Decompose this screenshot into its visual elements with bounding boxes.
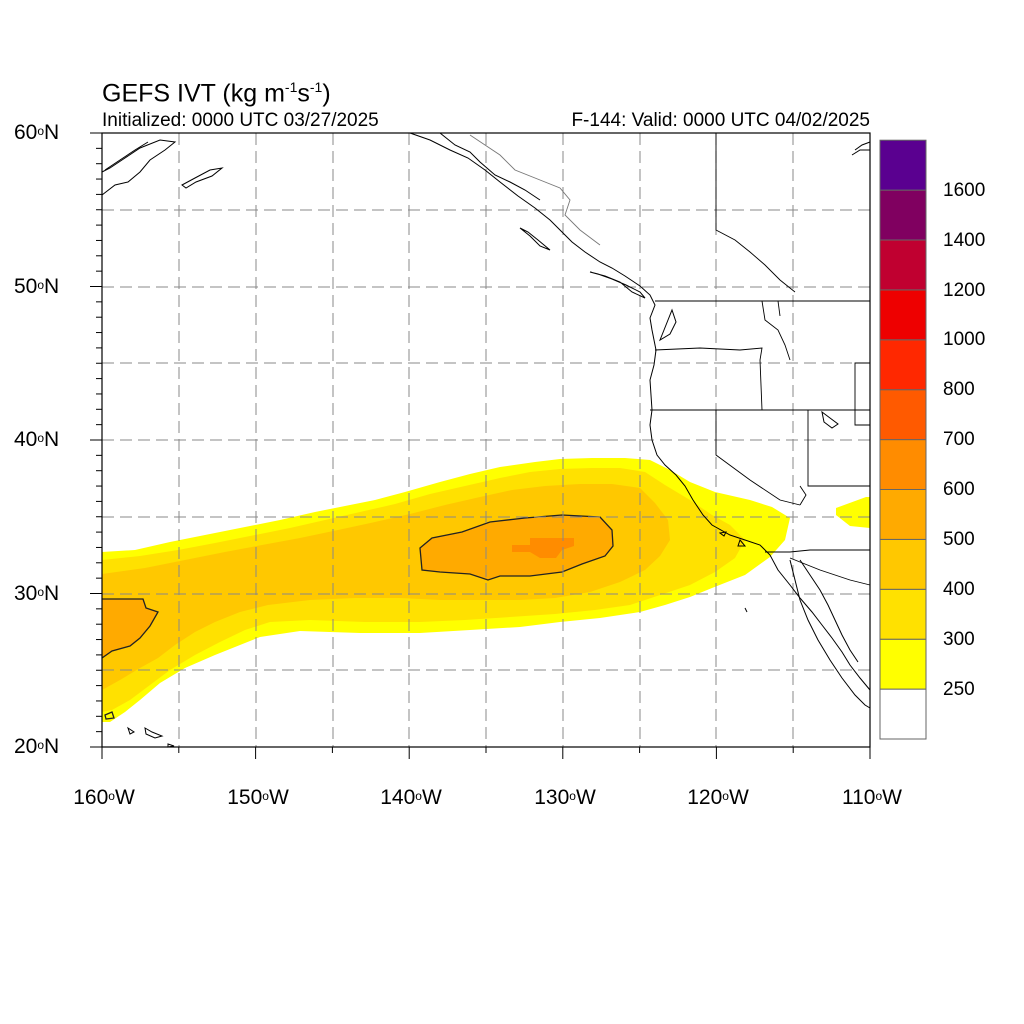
colorbar-label-300: 300 bbox=[943, 629, 975, 650]
colorbar-label-400: 400 bbox=[943, 579, 975, 600]
lat-label-30: 30oN bbox=[14, 582, 60, 605]
colorbar-swatch bbox=[879, 489, 927, 540]
ivt-500-contour bbox=[101, 514, 614, 720]
colorbar-swatch bbox=[879, 289, 927, 341]
colorbar-label-1400: 1400 bbox=[943, 230, 986, 251]
colorbar-label-1000: 1000 bbox=[943, 329, 986, 350]
map-title: GEFS IVT (kg m-1s-1) bbox=[102, 79, 331, 108]
colorbar-label-700: 700 bbox=[943, 429, 975, 450]
colorbar-swatch bbox=[879, 588, 927, 640]
lon-label-160w: 160oW bbox=[73, 786, 135, 809]
lat-label-20: 20oN bbox=[14, 735, 60, 758]
init-time-label: Initialized: 0000 UTC 03/27/2025 bbox=[102, 110, 379, 131]
lon-label-110w: 110oW bbox=[842, 786, 902, 809]
colorbar-label-800: 800 bbox=[943, 379, 975, 400]
colorbar-swatch bbox=[879, 538, 927, 590]
lat-label-50: 50oN bbox=[14, 275, 60, 298]
colorbar-label-600: 600 bbox=[943, 479, 975, 500]
colorbar-swatch bbox=[879, 339, 927, 391]
ivt-600-region bbox=[512, 538, 574, 558]
colorbar-swatch bbox=[879, 189, 927, 241]
colorbar-swatch bbox=[879, 239, 927, 291]
axis-ticks bbox=[90, 132, 871, 759]
lat-label-40: 40oN bbox=[14, 428, 60, 451]
lon-label-130w: 130oW bbox=[534, 786, 596, 809]
colorbar-swatch bbox=[879, 439, 927, 491]
colorbar-swatch bbox=[879, 638, 927, 690]
colorbar-label-500: 500 bbox=[943, 529, 975, 550]
ivt-500-fill-west bbox=[102, 599, 158, 658]
colorbar-swatch bbox=[879, 688, 927, 740]
colorbar-label-1200: 1200 bbox=[943, 280, 986, 301]
colorbar-label-1600: 1600 bbox=[943, 180, 986, 201]
canada-alaska-border bbox=[469, 134, 601, 246]
graticule bbox=[102, 133, 870, 747]
valid-time-label: F-144: Valid: 0000 UTC 04/02/2025 bbox=[571, 110, 870, 131]
lon-label-150w: 150oW bbox=[227, 786, 289, 809]
colorbar-label-250: 250 bbox=[943, 679, 975, 700]
political-boundaries bbox=[650, 133, 871, 586]
colorbar-swatch bbox=[879, 389, 927, 441]
colorbar bbox=[879, 139, 927, 740]
ivt-600-fill bbox=[512, 538, 574, 558]
colorbar-swatch bbox=[879, 139, 927, 191]
lon-label-140w: 140oW bbox=[380, 786, 442, 809]
lon-label-120w: 120oW bbox=[687, 786, 749, 809]
coastlines bbox=[101, 132, 871, 748]
lat-label-60: 60oN bbox=[14, 121, 60, 144]
ivt-250-fill-east bbox=[836, 497, 870, 528]
